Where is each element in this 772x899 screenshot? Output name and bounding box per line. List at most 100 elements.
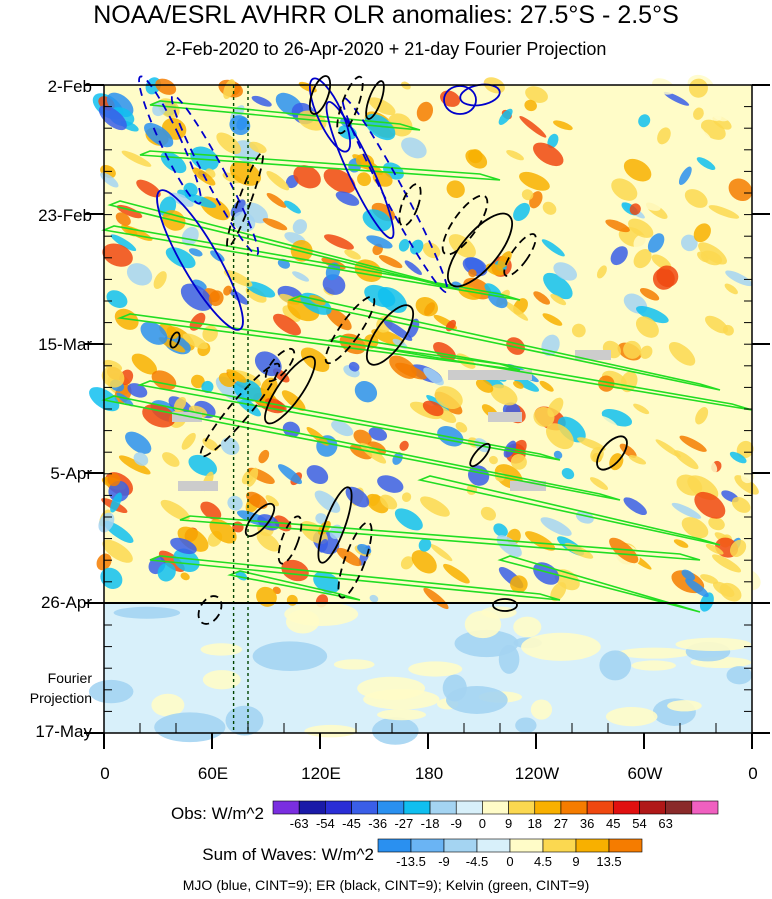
- anomaly-blob: [127, 383, 148, 398]
- anomaly-blob: [475, 379, 494, 393]
- anomaly-blob: [663, 217, 677, 233]
- anomaly-blob: [220, 437, 240, 455]
- obs-colorbar-label: 63: [658, 816, 673, 831]
- obs-colorbar-label: -45: [342, 816, 361, 831]
- anomaly-blob: [443, 563, 470, 584]
- kelvin-contour: [327, 335, 753, 411]
- anomaly-blob: [708, 516, 725, 531]
- obs-colorbar-swatch: [403, 800, 431, 815]
- fourier-label-line2: Projection: [29, 690, 92, 706]
- anomaly-blob: [589, 233, 610, 252]
- kelvin-contour: [149, 555, 561, 601]
- anomaly-blob: [570, 248, 590, 269]
- mjo-contour: [325, 100, 395, 240]
- anomaly-blob: [668, 342, 696, 366]
- projection-blob: [151, 693, 185, 717]
- projection-blob: [530, 699, 553, 720]
- anomaly-blob: [218, 372, 235, 388]
- anomaly-blob: [627, 583, 661, 600]
- anomaly-blob: [611, 178, 638, 201]
- anomaly-blob: [628, 218, 654, 238]
- projection-blob: [333, 659, 375, 670]
- y-tick-label: 15-Mar: [38, 335, 92, 354]
- obs-colorbar-label: 0: [478, 816, 487, 831]
- obs-colorbar-swatch: [639, 800, 666, 815]
- obs-colorbar-swatch: [612, 800, 640, 815]
- anomaly-blob: [671, 502, 702, 519]
- anomaly-blob: [144, 122, 174, 148]
- waves-colorbar-label: -9: [438, 854, 450, 869]
- anomaly-blob: [246, 491, 268, 509]
- anomaly-blob: [490, 384, 518, 406]
- anomaly-blob: [640, 345, 653, 359]
- anomaly-blob: [101, 366, 125, 388]
- anomaly-blob: [155, 78, 177, 95]
- anomaly-blob: [727, 513, 752, 533]
- projection-blob: [481, 606, 517, 619]
- anomaly-blob: [729, 451, 747, 464]
- anomaly-blob: [693, 107, 704, 120]
- anomaly-blob: [181, 432, 196, 450]
- anomaly-blob: [541, 239, 565, 257]
- kelvin-contour: [101, 395, 621, 501]
- anomaly-blob: [489, 455, 498, 465]
- anomaly-blob: [722, 92, 739, 111]
- waves-colorbar-label: -4.5: [465, 854, 489, 869]
- legend-footer: MJO (blue, CINT=9); ER (black, CINT=9); …: [182, 877, 590, 893]
- anomaly-blob: [262, 218, 288, 231]
- anomaly-blob: [188, 248, 203, 257]
- anomaly-blob: [692, 279, 718, 300]
- er-contour: [317, 486, 353, 564]
- obs-colorbar-label: -63: [289, 816, 309, 831]
- anomaly-blob: [731, 497, 751, 513]
- er-contour: [324, 295, 376, 365]
- obs-colorbar-swatch: [298, 800, 326, 815]
- anomaly-blob: [415, 297, 438, 317]
- er-contour: [336, 75, 364, 135]
- anomaly-blob: [407, 318, 420, 338]
- anomaly-blob: [209, 519, 237, 544]
- anomaly-blob: [633, 249, 652, 269]
- obs-colorbar-label: -54: [315, 816, 335, 831]
- anomaly-blob: [653, 109, 665, 127]
- anomaly-blob: [281, 390, 306, 411]
- anomaly-blob: [368, 427, 388, 441]
- anomaly-blob: [189, 312, 206, 331]
- anomaly-blob: [695, 453, 718, 474]
- anomaly-blob: [619, 443, 637, 458]
- anomaly-blob: [681, 517, 709, 539]
- anomaly-blob: [605, 219, 630, 233]
- obs-colorbar-label: 54: [632, 816, 647, 831]
- obs-colorbar-label: 27: [553, 816, 569, 831]
- anomaly-blob: [685, 578, 709, 598]
- waves-colorbar-swatch: [608, 838, 643, 853]
- anomaly-blob: [679, 435, 707, 452]
- anomaly-blob: [353, 429, 372, 445]
- x-tick-label: 180: [414, 764, 444, 783]
- anomaly-blob: [126, 263, 153, 286]
- anomaly-blob: [422, 400, 444, 417]
- x-tick-label: 0: [748, 764, 758, 783]
- obs-colorbar-swatch: [560, 800, 588, 815]
- obs-colorbar-swatch: [377, 800, 405, 815]
- projection-blob: [377, 709, 426, 721]
- anomaly-blob: [633, 442, 658, 462]
- obs-colorbar-label: -36: [368, 816, 388, 831]
- anomaly-blob: [510, 453, 527, 470]
- kelvin-contour: [149, 100, 421, 131]
- waves-colorbar-title: Sum of Waves: W/m^2: [202, 845, 374, 864]
- y-tick-label: 2-Feb: [47, 77, 92, 96]
- anomaly-blob: [378, 255, 403, 269]
- anomaly-blob: [629, 203, 641, 215]
- anomaly-blob: [324, 234, 354, 250]
- anomaly-blob: [561, 468, 575, 480]
- anomaly-blob: [636, 305, 669, 324]
- anomaly-blob: [325, 307, 352, 331]
- anomaly-blob: [539, 380, 554, 392]
- anomaly-blob: [344, 249, 361, 260]
- anomaly-blob: [681, 569, 696, 581]
- anomaly-blob: [256, 586, 277, 607]
- anomaly-blob: [633, 403, 650, 415]
- anomaly-blob: [434, 386, 463, 410]
- projection-blob: [200, 643, 243, 656]
